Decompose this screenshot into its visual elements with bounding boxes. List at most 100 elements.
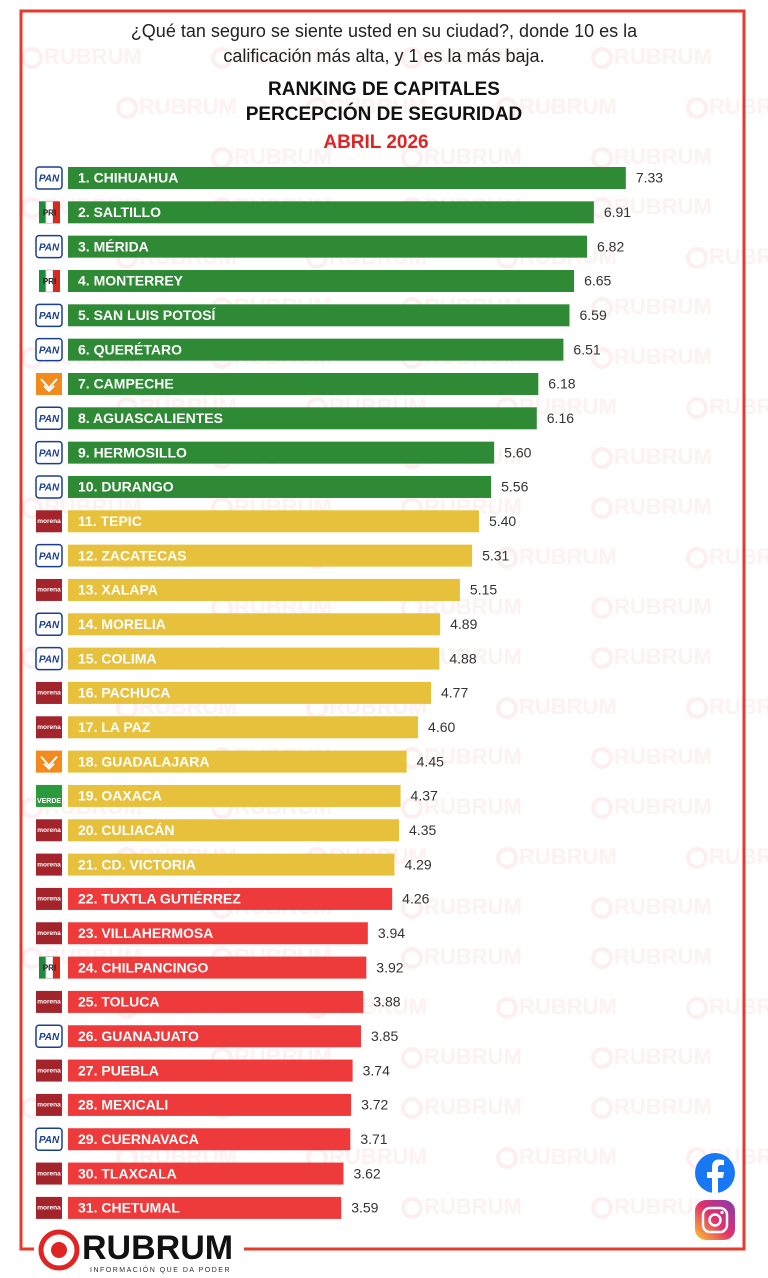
question: ¿Qué tan seguro se siente usted en su ci… <box>131 21 638 41</box>
watermark: RUBRUM <box>519 544 617 569</box>
party-badge <box>35 646 63 671</box>
party-badge <box>35 1024 63 1048</box>
bar-label: 4. MONTERREY <box>78 273 184 289</box>
bar-label: 6. QUERÉTARO <box>78 341 182 357</box>
party-badge <box>39 956 46 979</box>
value-label: 6.82 <box>597 238 624 254</box>
value-label: 3.72 <box>361 1097 388 1113</box>
value-label: 6.91 <box>604 204 631 220</box>
party-label: PAN <box>39 448 60 459</box>
party-label: PAN <box>39 654 60 665</box>
party-emblem <box>40 755 58 771</box>
value-label: 4.89 <box>450 616 477 632</box>
party-badge <box>36 510 62 533</box>
party-label: PAN <box>39 174 60 185</box>
party-label: morena <box>37 1067 61 1074</box>
bar-label: 13. XALAPA <box>78 582 158 598</box>
watermark: RUBRUM <box>614 944 712 969</box>
watermark-logo <box>591 47 613 69</box>
party-badge <box>35 234 63 259</box>
bar <box>68 441 495 464</box>
bar-label: 2. SALTILLO <box>78 204 161 220</box>
bar <box>68 853 395 876</box>
bar <box>68 990 364 1013</box>
party-label: morena <box>37 518 61 525</box>
watermark: RUBRUM <box>614 644 712 669</box>
bar <box>68 887 393 910</box>
bar <box>68 716 419 739</box>
watermark: RUBRUM <box>424 894 522 919</box>
party-label: PRI <box>43 277 56 286</box>
watermark-logo <box>116 97 138 119</box>
bars: PAN 1. CHIHUAHUA 7.33 PRI 2. SALTILLO 6.91 PAN… <box>35 166 663 1219</box>
bar-label: 16. PACHUCA <box>78 685 170 701</box>
bar <box>68 784 401 807</box>
bar <box>68 750 407 773</box>
party-label: PAN <box>39 551 60 562</box>
watermark: RUBRUM <box>709 544 768 569</box>
party-label: morena <box>37 930 61 937</box>
value-label: 3.94 <box>378 925 405 941</box>
bar <box>68 1196 342 1219</box>
value-label: 5.15 <box>470 582 497 598</box>
value-label: 3.62 <box>353 1165 380 1181</box>
watermark: RUBRUM <box>424 944 522 969</box>
party-label: PAN <box>39 1135 60 1146</box>
bar-label: 8. AGUASCALIENTES <box>78 410 223 426</box>
watermark-logo <box>211 147 233 169</box>
bar-label: 26. GUANAJUATO <box>78 1028 199 1044</box>
bar-label: 9. HERMOSILLO <box>78 444 187 460</box>
watermark-logo <box>401 47 423 69</box>
instagram-icon <box>695 1200 735 1240</box>
party-label: PAN <box>39 414 60 425</box>
watermark: RUBRUM <box>424 1044 522 1069</box>
watermark: RUBRUM <box>614 744 712 769</box>
value-label: 6.65 <box>584 273 611 289</box>
party-badge <box>36 784 62 807</box>
value-label: 4.29 <box>404 856 431 872</box>
value-label: 4.35 <box>409 822 436 838</box>
bar-label: 19. OAXACA <box>78 788 162 804</box>
bar-label: 15. COLIMA <box>78 650 157 666</box>
party-label: morena <box>37 896 61 903</box>
watermark: RUBRUM <box>614 1044 712 1069</box>
watermark-logo <box>591 497 613 519</box>
watermark: RUBRUM <box>424 794 522 819</box>
footer-logo: RUBRUM INFORMACIÓN QUE DA PODER <box>34 1228 244 1274</box>
value-label: 4.88 <box>449 650 476 666</box>
party-badge <box>53 201 60 224</box>
watermark: RUBRUM <box>709 244 768 269</box>
watermark-logo <box>591 1097 613 1119</box>
bar-label: 20. CULIACÁN <box>78 822 174 838</box>
watermark-logo <box>496 997 518 1019</box>
party-badge <box>36 1162 62 1185</box>
watermark: RUBRUM <box>709 994 768 1019</box>
bar-label: 10. DURANGO <box>78 479 174 495</box>
watermark: RUBRUM <box>709 394 768 419</box>
value-label: 6.59 <box>579 307 606 323</box>
party-emblem <box>40 378 58 393</box>
watermark-logo <box>591 597 613 619</box>
value-label: 6.18 <box>548 376 575 392</box>
party-label: PAN <box>39 345 60 356</box>
bar <box>68 201 594 224</box>
watermark: RUBRUM <box>614 894 712 919</box>
bar <box>68 510 479 533</box>
bar-label: 23. VILLAHERMOSA <box>78 925 213 941</box>
party-label: morena <box>37 999 61 1006</box>
bar <box>68 544 473 567</box>
party-badge <box>36 922 62 945</box>
party-badge <box>36 750 62 773</box>
bar <box>68 647 440 670</box>
chart-title: RANKING DE CAPITALES <box>268 79 500 100</box>
party-label: PAN <box>39 620 60 631</box>
watermark: RUBRUM <box>614 494 712 519</box>
watermark: RUBRUM <box>329 94 427 119</box>
watermark: RUBRUM <box>519 994 617 1019</box>
bar <box>68 1128 351 1151</box>
bar-label: 25. TOLUCA <box>78 994 159 1010</box>
tagline: INFORMACIÓN QUE DA PODER <box>90 1265 231 1274</box>
party-badge <box>35 612 63 637</box>
bar <box>68 578 460 601</box>
